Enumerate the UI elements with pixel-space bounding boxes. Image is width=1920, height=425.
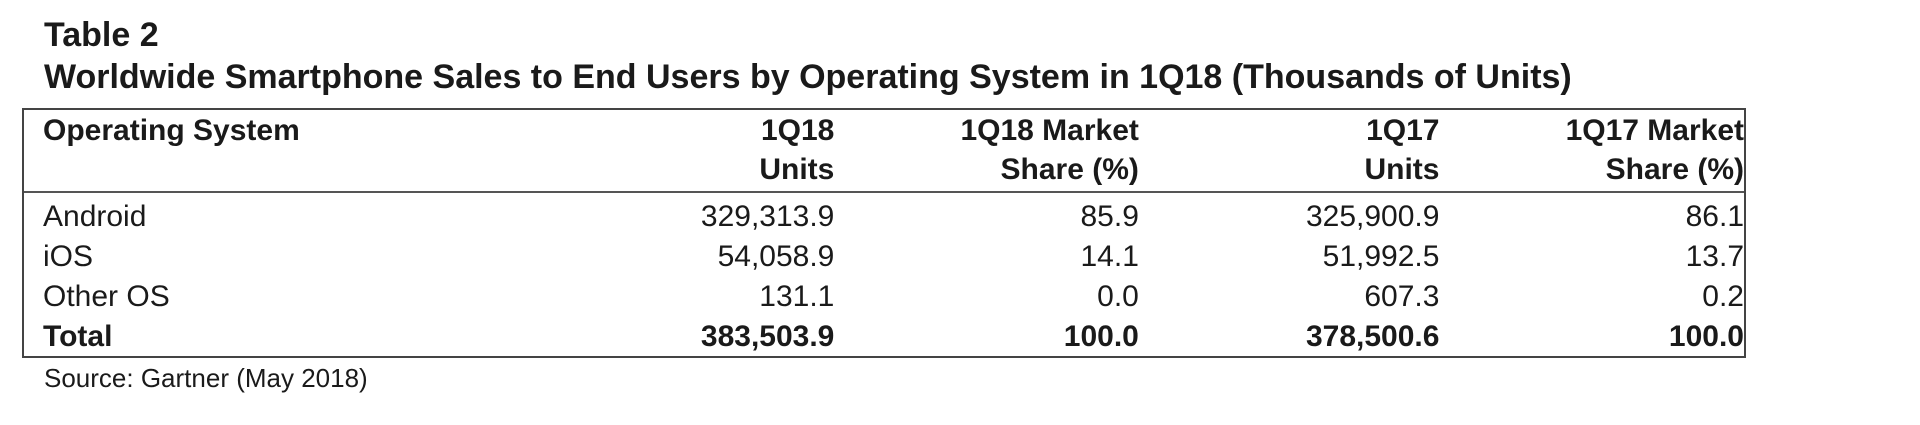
- header-1q18-market-share-line1: 1Q18 Market: [960, 114, 1139, 147]
- header-1q18-market-share: 1Q18 Market Share (%): [834, 110, 1139, 193]
- cell-1q17-share: 0.2: [1702, 280, 1744, 313]
- table-body: Android 329,313.9 85.9 325,900.9 86.1 iO…: [24, 192, 1744, 357]
- cell-1q17-units: 378,500.6: [1305, 320, 1440, 353]
- table-row: iOS 54,058.9 14.1 51,992.5 13.7: [24, 237, 1744, 277]
- cell-1q18-share: 85.9: [1080, 200, 1139, 233]
- table-row-total: Total 383,503.9 100.0 378,500.6 100.0: [24, 317, 1744, 357]
- header-row: Operating System 1Q18 Units 1Q18 Market Sh…: [24, 110, 1744, 193]
- cell-1q18-share: 14.1: [1080, 240, 1139, 273]
- table-title: Worldwide Smartphone Sales to End Users …: [44, 58, 1572, 96]
- cell-1q17-units: 607.3: [1364, 280, 1440, 313]
- header-1q17-units-line1: 1Q17: [1366, 114, 1440, 147]
- header-1q17-market-share-line2: Share (%): [1605, 153, 1744, 186]
- header-1q18-units-line2: Units: [759, 153, 835, 186]
- table-row: Android 329,313.9 85.9 325,900.9 86.1: [24, 192, 1744, 237]
- cell-1q17-units: 51,992.5: [1322, 240, 1440, 273]
- sales-table: Operating System 1Q18 Units 1Q18 Market Sh…: [24, 110, 1744, 357]
- cell-os: Android: [43, 200, 147, 233]
- table-title-block: Table 2 Worldwide Smartphone Sales to En…: [44, 14, 1572, 98]
- cell-1q17-share: 86.1: [1685, 200, 1744, 233]
- cell-os: iOS: [43, 240, 94, 273]
- cell-1q18-units: 131.1: [759, 280, 835, 313]
- header-1q18-market-share-line2: Share (%): [1000, 153, 1139, 186]
- table-number: Table 2: [44, 16, 159, 54]
- header-operating-system: Operating System: [24, 110, 573, 193]
- header-1q17-market-share: 1Q17 Market Share (%): [1439, 110, 1744, 193]
- table-header: Operating System 1Q18 Units 1Q18 Market Sh…: [24, 110, 1744, 193]
- cell-1q18-share: 0.0: [1097, 280, 1139, 313]
- source-note: Source: Gartner (May 2018): [44, 363, 368, 393]
- header-1q17-market-share-line1: 1Q17 Market: [1565, 114, 1744, 147]
- cell-1q18-units: 54,058.9: [717, 240, 835, 273]
- header-1q18-units-line1: 1Q18: [760, 114, 835, 147]
- sales-table-box: Operating System 1Q18 Units 1Q18 Market Sh…: [22, 108, 1746, 358]
- header-1q18-units: 1Q18 Units: [572, 110, 835, 193]
- header-1q17-units-line2: Units: [1364, 153, 1440, 186]
- header-operating-system-line1: Operating System: [43, 114, 300, 147]
- cell-1q18-units: 329,313.9: [700, 200, 835, 233]
- cell-1q17-units: 325,900.9: [1305, 200, 1440, 233]
- cell-os: Total: [43, 320, 113, 353]
- cell-os: Other OS: [43, 280, 170, 313]
- cell-1q17-share: 13.7: [1685, 240, 1744, 273]
- cell-1q17-share: 100.0: [1668, 320, 1744, 353]
- cell-1q18-units: 383,503.9: [700, 320, 835, 353]
- cell-1q18-share: 100.0: [1063, 320, 1139, 353]
- header-1q17-units: 1Q17 Units: [1138, 110, 1440, 193]
- table-row: Other OS 131.1 0.0 607.3 0.2: [24, 277, 1744, 317]
